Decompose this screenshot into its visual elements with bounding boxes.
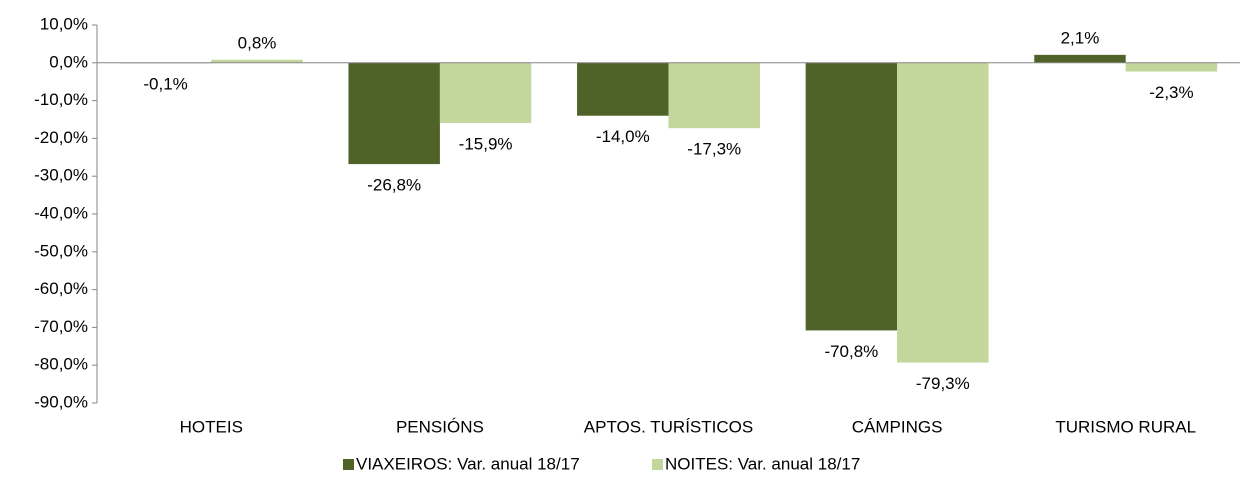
bar xyxy=(1034,55,1125,63)
y-tick-label: -70,0% xyxy=(34,317,88,336)
x-tick-label: APTOS. TURÍSTICOS xyxy=(584,417,753,436)
x-tick-label: HOTEIS xyxy=(180,417,243,436)
bar xyxy=(440,63,531,123)
y-tick-label: -60,0% xyxy=(34,279,88,298)
data-label: -26,8% xyxy=(367,176,421,195)
legend-swatch xyxy=(343,459,354,470)
y-tick-label: -20,0% xyxy=(34,128,88,147)
legend-swatch xyxy=(652,459,663,470)
data-label: -15,9% xyxy=(459,134,513,153)
x-tick-label: TURISMO RURAL xyxy=(1055,417,1196,436)
data-label: 2,1% xyxy=(1061,28,1100,47)
y-tick-label: -50,0% xyxy=(34,241,88,260)
x-tick-label: PENSIÓNS xyxy=(396,417,484,436)
y-tick-label: -80,0% xyxy=(34,355,88,374)
data-label: 0,8% xyxy=(238,33,277,52)
data-label: -2,3% xyxy=(1149,83,1193,102)
y-tick-label: -40,0% xyxy=(34,203,88,222)
bar xyxy=(897,63,988,363)
bar xyxy=(348,63,439,164)
data-label: -70,8% xyxy=(824,342,878,361)
data-label: -0,1% xyxy=(143,75,187,94)
y-tick-label: -90,0% xyxy=(34,392,88,411)
y-tick-label: -10,0% xyxy=(34,90,88,109)
data-label: -79,3% xyxy=(916,374,970,393)
legend-label: VIAXEIROS: Var. anual 18/17 xyxy=(356,454,580,473)
legend-label: NOITES: Var. anual 18/17 xyxy=(665,454,860,473)
bar xyxy=(1126,63,1217,72)
x-tick-label: CÁMPINGS xyxy=(852,417,943,436)
bar xyxy=(669,63,760,128)
y-tick-label: 0,0% xyxy=(49,52,88,71)
bar xyxy=(577,63,668,116)
data-label: -14,0% xyxy=(596,127,650,146)
y-tick-label: 10,0% xyxy=(40,14,88,33)
bar xyxy=(806,63,897,331)
data-label: -17,3% xyxy=(687,140,741,159)
y-tick-label: -30,0% xyxy=(34,166,88,185)
